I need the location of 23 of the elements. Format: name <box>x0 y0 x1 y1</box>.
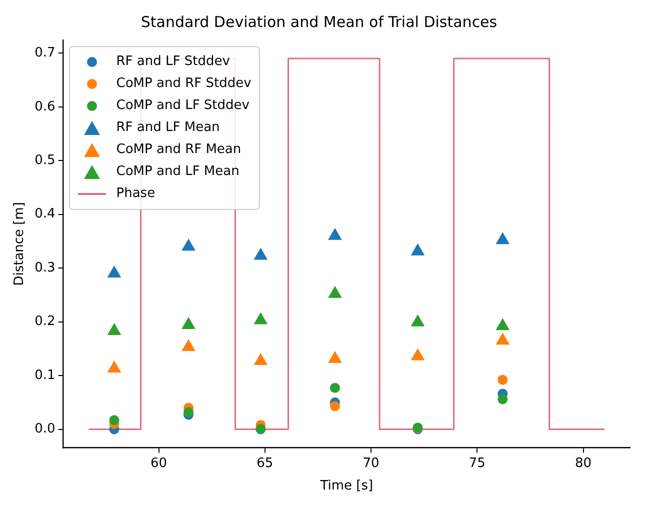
legend-label: CoMP and LF Stddev <box>116 97 250 115</box>
x-tick-label: 75 <box>468 456 486 471</box>
y-tick-label: 0.5 <box>34 152 56 168</box>
x-tick-label: 80 <box>575 456 592 471</box>
legend-label: CoMP and RF Mean <box>116 141 242 159</box>
x-axis-title: Time [s] <box>319 478 374 494</box>
x-tick-label: 60 <box>150 456 168 471</box>
x-tick-label: 65 <box>256 456 274 471</box>
legend-label: RF and LF Stddev <box>116 53 230 71</box>
y-tick-label: 0.0 <box>34 422 56 437</box>
legend-label: RF and LF Mean <box>116 119 220 137</box>
y-tick-label: 0.4 <box>34 206 56 222</box>
legend-label: CoMP and LF Mean <box>116 163 240 181</box>
y-tick-label: 0.1 <box>34 368 56 383</box>
y-tick-label: 0.7 <box>34 46 56 61</box>
y-axis-title: Distance [m] <box>12 202 28 286</box>
y-tick-label: 0.2 <box>34 314 56 330</box>
y-tick-label: 0.3 <box>34 260 56 276</box>
x-tick-label: 70 <box>362 456 380 471</box>
legend-label: Phase <box>116 185 156 203</box>
y-tick-label: 0.6 <box>34 99 56 114</box>
chart-title: Standard Deviation and Mean of Trial Distances <box>140 12 498 31</box>
legend-label: CoMP and RF Stddev <box>116 75 252 93</box>
